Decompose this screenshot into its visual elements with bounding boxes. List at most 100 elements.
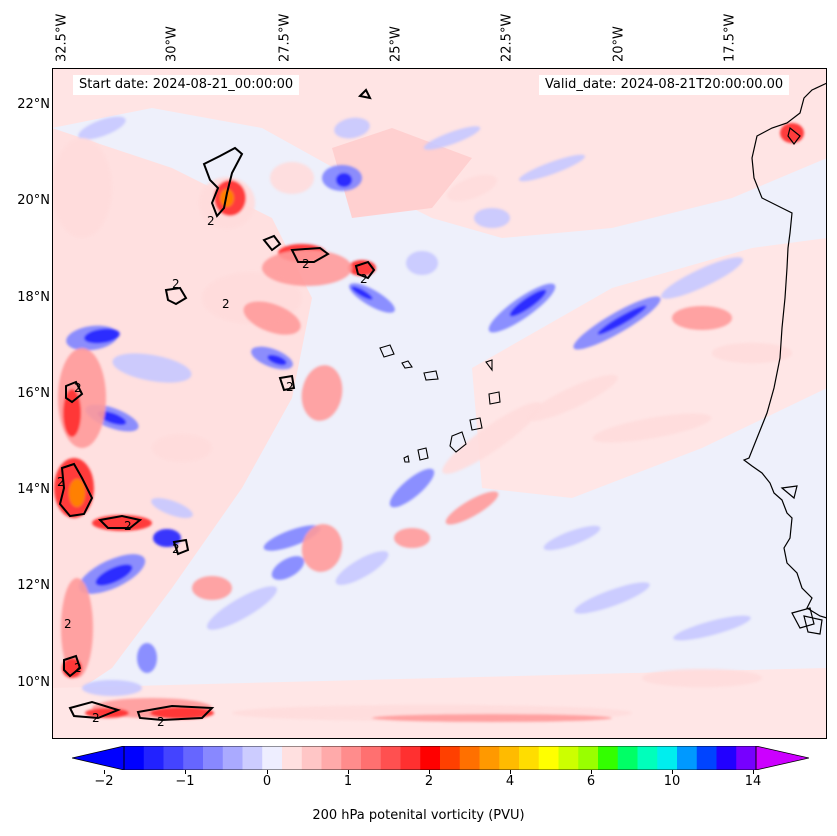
cb-tick-label: −1 — [175, 774, 195, 789]
colorbar-segment — [736, 746, 757, 770]
cb-tickmark — [429, 770, 430, 774]
lat-label-12n: 12°N — [17, 578, 50, 593]
cb-tickmark — [185, 770, 186, 774]
colorbar-segment — [558, 746, 579, 770]
cb-tick-label: 0 — [262, 774, 272, 789]
pv-field-map[interactable]: 2 2 2 2 2 2 2 2 2 2 2 2 2 2 — [52, 68, 827, 739]
pv-anomaly-blob — [661, 257, 743, 299]
pv-anomaly-blob — [301, 524, 343, 572]
pv-anomaly-blob — [137, 643, 157, 673]
colorbar-segment — [124, 746, 145, 770]
colorbar-segment — [321, 746, 342, 770]
colorbar-segment — [657, 746, 678, 770]
colorbar-segment — [262, 746, 283, 770]
contour-label-11: 2 — [64, 617, 72, 631]
pv-anomaly-blob — [509, 289, 547, 317]
cb-tickmark — [510, 770, 511, 774]
pv-anomaly-blob — [243, 301, 301, 335]
pv-anomaly-blob — [372, 714, 612, 722]
contour-label-6: 2 — [286, 380, 294, 394]
contour-label-8: 2 — [57, 475, 65, 489]
pv-anomaly-blob — [351, 286, 373, 300]
contour-label-2: 2 — [302, 257, 310, 271]
pv-anomaly-blob — [192, 576, 232, 600]
pv-anomaly-blob — [642, 669, 762, 687]
lat-label-14n: 14°N — [17, 482, 50, 497]
colorbar-segment — [282, 746, 303, 770]
pv-anomaly-blob — [301, 365, 343, 421]
pv-anomaly-blob — [526, 375, 618, 421]
pv-anomaly-blob — [271, 556, 305, 580]
contour-label-10: 2 — [172, 542, 180, 556]
pv-anomaly-blob — [52, 138, 112, 238]
contour-label-13: 2 — [92, 711, 100, 725]
lon-label-27-5w: 27.5°W — [277, 13, 293, 62]
pv-anomaly-blob — [97, 411, 127, 425]
cb-tickmark — [591, 770, 592, 774]
colorbar — [72, 746, 809, 770]
lon-label-32-5w: 32.5°W — [54, 13, 70, 62]
pv-anomaly-blob — [61, 578, 93, 678]
pv-anomaly-blob — [207, 586, 277, 630]
pv-2-contours — [58, 88, 376, 722]
pv-anomaly-blob — [389, 468, 435, 508]
pv-anomaly-blob — [152, 434, 212, 462]
cb-tick-label: 14 — [744, 774, 762, 789]
cb-tick-label: 2 — [424, 774, 434, 789]
pv-anomaly-blob — [574, 582, 650, 614]
cb-tick-label: 4 — [505, 774, 515, 789]
pv-anomaly-blob — [263, 525, 321, 551]
colorbar-segment — [242, 746, 263, 770]
contour-label-3: 2 — [360, 272, 368, 286]
lon-label-30w: 30°W — [164, 26, 180, 62]
pv-anomaly-blob — [112, 353, 192, 383]
pv-anomaly-blob — [543, 525, 601, 551]
colorbar-segment — [499, 746, 520, 770]
pv-anomaly-blob — [597, 305, 647, 335]
pv-anomaly-blob — [592, 413, 712, 443]
pv-anomaly-blob — [474, 208, 510, 228]
contour-label-9: 2 — [124, 519, 132, 533]
colorbar-segment — [440, 746, 461, 770]
lat-label-20n: 20°N — [17, 193, 50, 208]
cb-tick-label: 1 — [343, 774, 353, 789]
cb-tick-label: 6 — [586, 774, 596, 789]
colorbar-segment — [380, 746, 402, 770]
cb-tickmark — [672, 770, 673, 774]
pv-anomaly-blob — [84, 328, 120, 344]
lon-label-20w: 20°W — [611, 26, 627, 62]
colorbar-segment — [479, 746, 500, 770]
contour-label-4: 2 — [172, 277, 180, 291]
cape-verde-islands — [379, 344, 501, 463]
coastline — [742, 82, 827, 635]
pv-anomaly-blob — [334, 117, 370, 139]
cb-tickmark — [753, 770, 754, 774]
colorbar-segment — [222, 746, 244, 770]
pv-anomaly-blob — [406, 251, 438, 275]
pv-anomaly-blob — [267, 354, 287, 366]
cb-tickmark — [267, 770, 268, 774]
pv-anomaly-blob — [519, 154, 585, 182]
pv-anomaly-blob — [270, 162, 314, 194]
colorbar-segment — [716, 746, 737, 770]
colorbar-segment — [420, 746, 441, 770]
start-date-label: Start date: 2024-08-21_00:00:00 — [73, 75, 300, 95]
pv-anomaly-blob — [336, 173, 352, 187]
colorbar-segment — [183, 746, 204, 770]
pv-anomaly-blob — [423, 126, 481, 150]
lat-label-10n: 10°N — [17, 675, 50, 690]
cb-tickmark — [348, 770, 349, 774]
pv-anomaly-blob — [82, 680, 142, 696]
colorbar-segment — [301, 746, 323, 770]
pv-anomaly-blob — [673, 615, 751, 641]
pv-field-svg: 2 2 2 2 2 2 2 2 2 2 2 2 2 2 — [52, 68, 827, 739]
colorbar-segment — [341, 746, 362, 770]
pv-anomaly-blob — [150, 707, 214, 719]
lat-label-18n: 18°N — [17, 290, 50, 305]
pv-anomaly-blob — [95, 564, 133, 586]
pv-anomaly-blob — [262, 250, 352, 286]
colorbar-segment — [637, 746, 658, 770]
colorbar-segment — [163, 746, 184, 770]
cb-tick-label: 10 — [663, 774, 681, 789]
lon-label-17-5w: 17.5°W — [722, 13, 738, 62]
